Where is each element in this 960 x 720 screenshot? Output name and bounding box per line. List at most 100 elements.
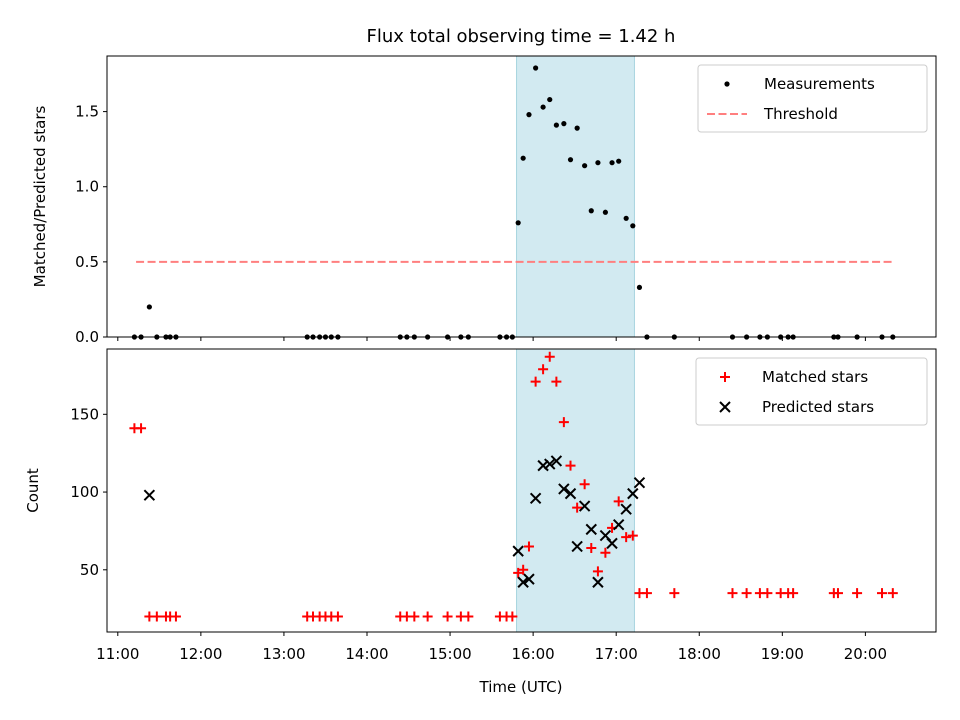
data-point [526, 112, 532, 118]
data-point [567, 157, 574, 163]
data-point [564, 487, 577, 500]
data-point [409, 611, 420, 622]
x-tick-label: 18:00 [678, 645, 721, 663]
legend: Measurements Threshold [697, 64, 928, 133]
shaded-observing-span [516, 348, 635, 633]
data-point [136, 423, 147, 434]
data-point [561, 121, 567, 127]
data-point [523, 541, 534, 552]
y-tick-label: 1.5 [75, 103, 99, 121]
data-point [547, 96, 553, 103]
data-point [572, 502, 583, 513]
data-point [585, 523, 597, 536]
data-point [582, 163, 588, 169]
y-tick-label: 50 [80, 561, 99, 579]
data-point [517, 576, 529, 588]
data-point [550, 455, 563, 467]
data-point [553, 122, 559, 128]
x-tick-label: 16:00 [512, 645, 555, 663]
data-point [595, 160, 601, 166]
x-tick-label: 12:00 [179, 645, 222, 663]
x-tick-label: 20:00 [844, 645, 887, 663]
data-point [146, 304, 152, 310]
y-tick-label: 0.0 [75, 328, 99, 346]
top-panel: 0.0 0.5 1.0 1.5 Matched/Predicted stars Measu… [31, 55, 937, 346]
data-point [530, 376, 541, 387]
data-point [727, 588, 738, 599]
data-point [788, 588, 799, 599]
data-point [612, 519, 625, 531]
data-point [422, 611, 433, 622]
x-tick-label: 19:00 [761, 645, 804, 663]
data-point [609, 160, 615, 166]
data-point [586, 543, 597, 554]
data-point [602, 209, 608, 215]
data-point [518, 564, 529, 575]
data-point [633, 477, 646, 489]
data-point [762, 588, 773, 599]
axes-frame [106, 348, 937, 633]
data-point [558, 483, 570, 495]
legend-label: Matched stars [762, 368, 868, 386]
data-point [741, 588, 752, 599]
data-point [574, 125, 580, 131]
data-point [544, 351, 555, 362]
y-axis-label: Matched/Predicted stars [31, 106, 49, 288]
data-point [523, 573, 535, 585]
x-tick-label: 11:00 [96, 645, 139, 663]
series-plus [129, 351, 898, 622]
data-point [592, 566, 603, 577]
data-point [623, 215, 629, 221]
data-point [636, 284, 643, 291]
data-point [558, 417, 569, 428]
x-tick-label: 14:00 [345, 645, 388, 663]
data-point [877, 588, 888, 599]
legend-label: Threshold [763, 105, 838, 123]
data-point [512, 545, 524, 557]
data-point [852, 588, 863, 599]
data-point [442, 611, 453, 622]
data-point [620, 503, 632, 515]
series-x [143, 455, 646, 588]
y-tick-label: 0.5 [75, 253, 99, 271]
data-point [538, 364, 549, 375]
data-point [606, 537, 618, 550]
y-axis-label: Count [24, 468, 42, 513]
y-tick-label: 100 [70, 483, 99, 501]
data-point [463, 611, 474, 622]
data-point [520, 155, 526, 161]
data-point [507, 611, 518, 622]
data-point [630, 223, 636, 229]
axes-frame [106, 55, 937, 338]
data-point [616, 158, 622, 164]
y-tick-label: 150 [70, 405, 99, 423]
data-point [544, 458, 556, 470]
data-point [588, 208, 594, 214]
data-point [571, 540, 583, 553]
data-point [143, 489, 156, 501]
data-point [170, 611, 181, 622]
legend-label: Measurements [764, 75, 875, 93]
data-point [832, 588, 843, 599]
x-tick-label: 13:00 [262, 645, 305, 663]
legend-marker [724, 81, 730, 87]
legend-box [695, 357, 928, 426]
data-point [579, 479, 590, 490]
legend-marker [720, 372, 730, 382]
data-point [613, 496, 624, 507]
data-point [540, 104, 546, 110]
data-point [578, 500, 591, 512]
bottom-panel: 50 100 150 11:00 12:00 13:00 14:00 15:00 16:00 17… [24, 348, 937, 663]
data-point [565, 460, 576, 471]
data-point [641, 588, 652, 599]
data-point [592, 576, 604, 588]
x-axis-label: Time (UTC) [479, 678, 563, 696]
data-point [627, 530, 638, 541]
legend-box [697, 64, 928, 133]
shaded-observing-span [516, 55, 635, 338]
data-point [627, 487, 639, 500]
data-point [332, 611, 343, 622]
x-tick-label: 17:00 [595, 645, 638, 663]
data-point [551, 376, 562, 387]
